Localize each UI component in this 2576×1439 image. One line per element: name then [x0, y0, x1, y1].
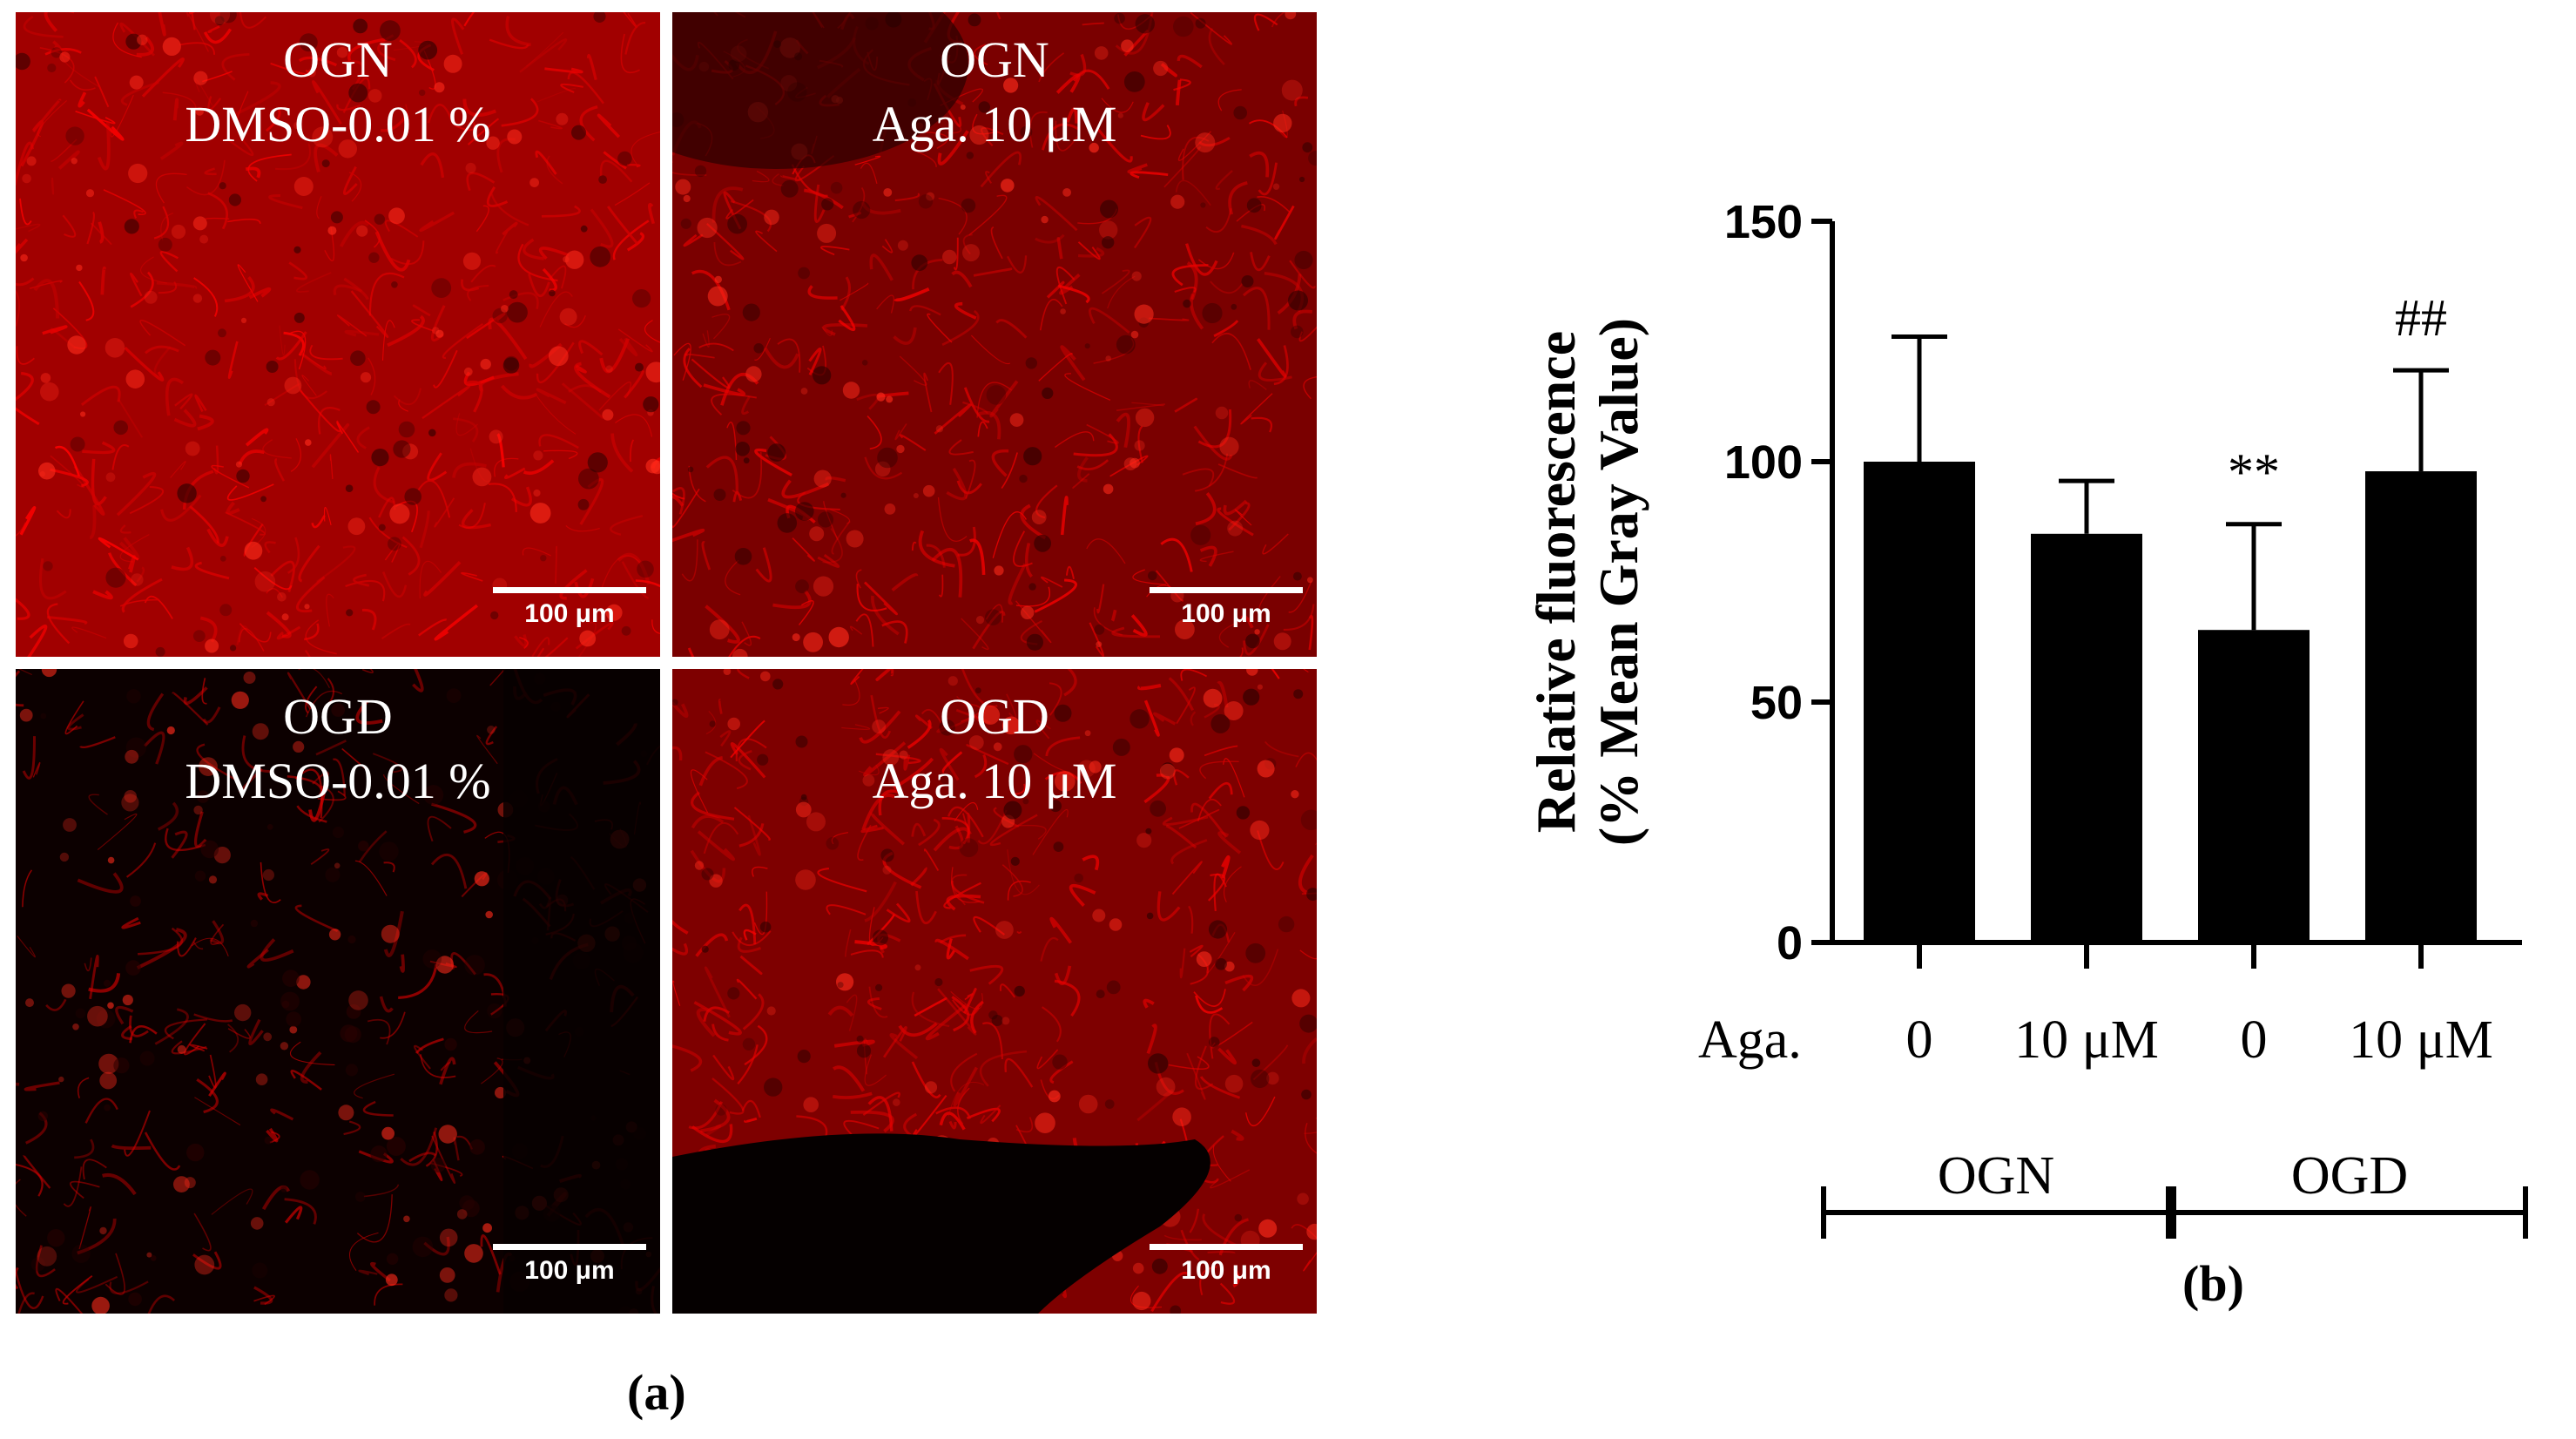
treatment-label: DMSO-0.01 %	[185, 96, 491, 152]
panel-b-label: (b)	[2182, 1255, 2244, 1312]
x-category-label: 10 μM	[2349, 1010, 2493, 1070]
significance-marker: **	[2228, 443, 2280, 501]
fluorescence-image	[672, 12, 1317, 657]
group-label: OGD	[2291, 1146, 2408, 1206]
treatment-label: Aga. 10 μM	[872, 96, 1117, 152]
micrograph-ogn-dmso: OGN DMSO-0.01 % 100 μm	[16, 12, 660, 657]
bar	[1864, 462, 1975, 942]
group-label: OGN	[1938, 1146, 2054, 1206]
fluorescence-image	[672, 669, 1317, 1314]
y-tick-label: 100	[1724, 436, 1803, 489]
scale-bar: 100 μm	[1150, 1244, 1303, 1296]
y-tick-label: 50	[1750, 677, 1803, 729]
y-tick-label: 0	[1777, 917, 1803, 969]
micrograph-ogd-dmso: OGD DMSO-0.01 % 100 μm	[16, 669, 660, 1314]
bar	[2031, 533, 2142, 942]
bar	[2365, 471, 2477, 942]
y-axis-title-units: (% Mean Gray Value)	[1588, 318, 1649, 846]
y-axis-title: Relative fluorescence	[1525, 331, 1587, 833]
micrograph-ogn-aga: OGN Aga. 10 μM 100 μm	[672, 12, 1317, 657]
y-tick-label: 150	[1724, 196, 1803, 248]
x-category-label: 10 μM	[2014, 1010, 2159, 1070]
scale-bar-label: 100 μm	[524, 599, 615, 628]
bar-chart: Relative fluorescence (% Mean Gray Value)…	[1525, 196, 2528, 1239]
scale-bar-label: 100 μm	[1181, 1256, 1271, 1285]
bar	[2198, 630, 2310, 942]
x-category-label: 0	[1906, 1010, 1933, 1070]
panel-a-label: (a)	[627, 1364, 686, 1421]
condition-label: OGD	[283, 688, 393, 745]
condition-label: OGN	[940, 31, 1049, 88]
scale-bar: 100 μm	[493, 1244, 646, 1296]
scale-bar-label: 100 μm	[524, 1256, 615, 1285]
micrograph-ogd-aga: OGD Aga. 10 μM 100 μm	[672, 669, 1317, 1314]
condition-label: OGD	[940, 688, 1049, 745]
significance-marker: ##	[2395, 289, 2447, 347]
treatment-label: DMSO-0.01 %	[185, 753, 491, 809]
fluorescence-image	[16, 12, 660, 657]
scale-bar-label: 100 μm	[1181, 599, 1271, 628]
condition-label: OGN	[283, 31, 393, 88]
fluorescence-image	[16, 669, 660, 1314]
scale-bar: 100 μm	[493, 587, 646, 639]
treatment-label: Aga. 10 μM	[872, 753, 1117, 809]
scale-bar: 100 μm	[1150, 587, 1303, 639]
x-category-label: 0	[2241, 1010, 2268, 1070]
treatment-row-label: Aga.	[1698, 1010, 1802, 1070]
micrograph-panel: OGN DMSO-0.01 % 100 μm OGN Aga. 10 μM 10…	[16, 12, 1317, 1314]
